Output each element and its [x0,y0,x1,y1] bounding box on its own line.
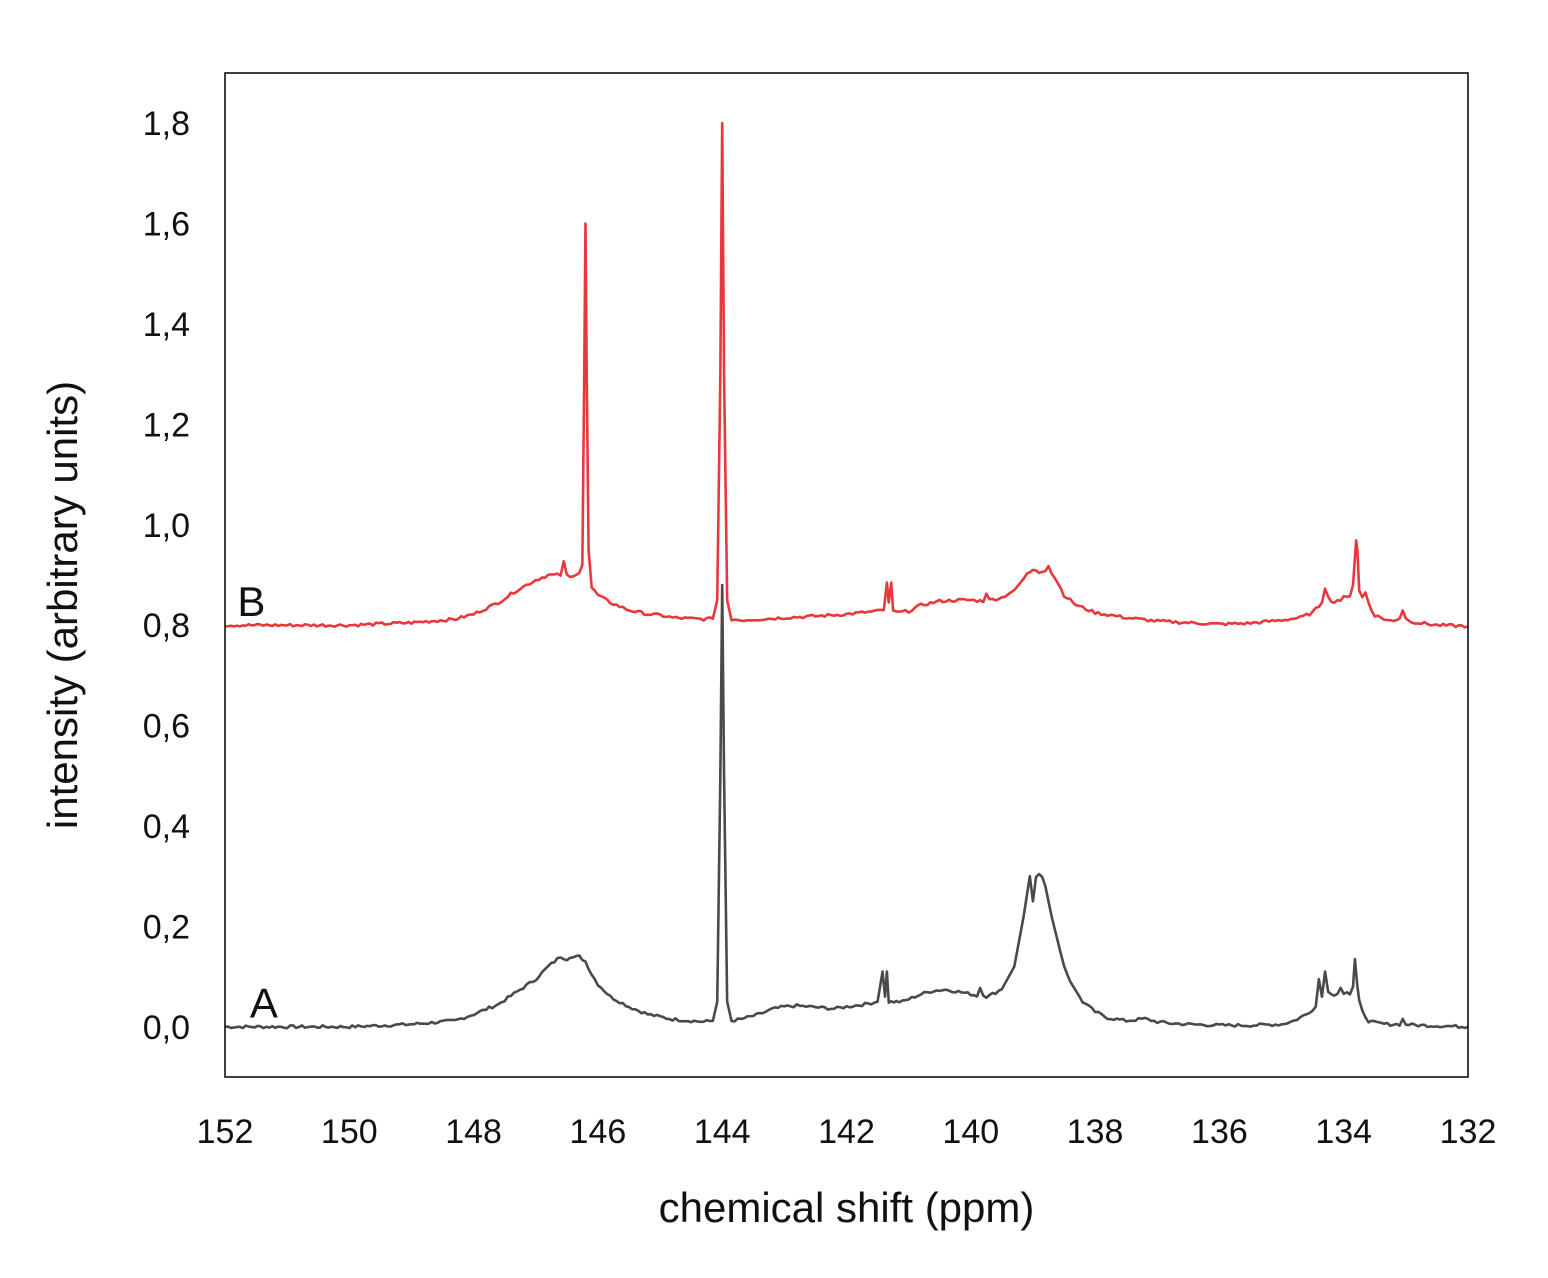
y-tick-label: 1,2 [143,406,190,444]
y-tick-label: 0,2 [143,908,190,946]
plot-frame [224,72,1469,1078]
y-axis-title: intensity (arbitrary units) [39,381,86,829]
series-label-b: B [237,578,265,625]
x-tick-label: 152 [197,1113,254,1151]
x-tick-label: 132 [1440,1113,1497,1151]
y-tick-label: 1,6 [143,206,190,244]
x-tick-label: 136 [1191,1113,1248,1151]
y-tick-label: 1,8 [143,105,190,143]
series-label-a: A [250,980,278,1027]
series-line-b [224,121,1469,629]
y-tick-label: 0,4 [143,808,190,846]
y-tick-label: 1,0 [143,507,190,545]
x-tick-label: 146 [570,1113,627,1151]
x-tick-label: 148 [445,1113,502,1151]
x-tick-label: 140 [942,1113,999,1151]
x-axis-ticks: 152 150 148 146 144 142 140 138 136 134 132 [197,1113,1497,1151]
x-tick-label: 134 [1315,1113,1372,1151]
y-tick-label: 1,4 [143,306,190,344]
x-tick-label: 144 [694,1113,751,1151]
x-tick-label: 142 [818,1113,875,1151]
x-tick-label: 138 [1067,1113,1124,1151]
series-line-a [224,583,1469,1030]
plot-area: AB [224,121,1469,1030]
y-axis-ticks: 0,0 0,2 0,4 0,6 0,8 1,0 1,2 1,4 1,6 1,8 [143,105,190,1047]
y-tick-label: 0,0 [143,1009,190,1047]
x-tick-label: 150 [321,1113,378,1151]
x-axis-title: chemical shift (ppm) [659,1184,1035,1231]
y-tick-label: 0,8 [143,607,190,645]
y-tick-label: 0,6 [143,708,190,746]
